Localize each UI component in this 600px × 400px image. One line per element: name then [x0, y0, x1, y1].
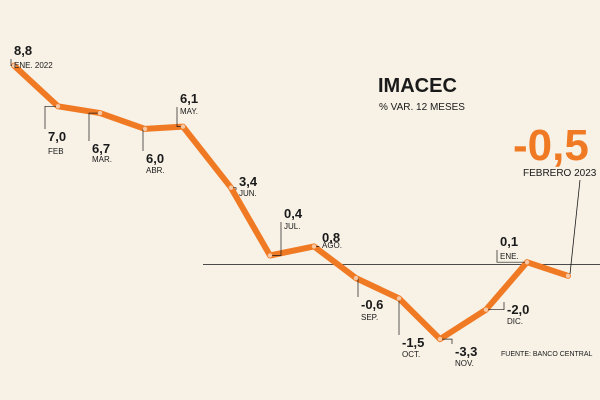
month-label: JUL. — [284, 222, 300, 231]
data-point — [437, 336, 443, 342]
data-value-label: 6,1 — [180, 91, 198, 106]
data-value-label: 6,0 — [146, 151, 164, 166]
highlight-date: FEBRERO 2023 — [523, 168, 597, 179]
label-leader — [88, 112, 100, 141]
label-leader — [44, 105, 58, 129]
highlight-leader — [569, 179, 581, 275]
month-label: ENE. — [500, 252, 519, 261]
data-point — [311, 244, 317, 249]
month-label: NOV. — [455, 359, 474, 368]
month-label: MAR. — [92, 155, 112, 164]
data-value-label: 8,8 — [14, 43, 32, 58]
chart-title: IMACEC — [378, 75, 457, 97]
label-leader — [440, 338, 453, 344]
data-point — [396, 296, 402, 301]
data-value-label: 0,1 — [500, 234, 518, 249]
highlight-value: -0,5 — [513, 121, 589, 170]
data-point — [11, 63, 17, 68]
data-value-label: -3,3 — [455, 344, 477, 359]
month-label: ENE. 2022 — [14, 61, 53, 70]
data-point — [55, 104, 61, 109]
data-value-label: 3,4 — [239, 174, 258, 189]
data-value-label: 6,7 — [92, 141, 110, 156]
data-point — [524, 260, 530, 265]
month-label: JUN. — [239, 189, 257, 198]
month-label: SEP. — [361, 313, 378, 322]
data-point — [353, 275, 359, 281]
month-label: ABR. — [146, 166, 165, 175]
label-leader — [270, 222, 282, 256]
label-leader — [496, 250, 527, 263]
chart-source: FUENTE: BANCO CENTRAL — [501, 351, 593, 358]
data-value-label: 7,0 — [48, 129, 66, 144]
data-point — [97, 110, 103, 116]
data-point — [267, 253, 273, 258]
month-label: FEB — [48, 147, 64, 156]
data-point — [180, 124, 186, 129]
month-label: DIC. — [507, 317, 523, 326]
data-point — [483, 307, 489, 312]
month-label: AGO. — [322, 241, 342, 250]
month-label: OCT. — [402, 350, 420, 359]
data-value-label: -1,5 — [402, 335, 424, 350]
data-point — [228, 185, 234, 190]
data-value-label: -0,6 — [361, 297, 383, 312]
data-point — [142, 126, 148, 132]
label-leader — [142, 128, 145, 151]
chart-subtitle: % VAR. 12 MESES — [379, 102, 465, 113]
data-value-label: 0,4 — [284, 206, 303, 221]
data-value-label: -2,0 — [507, 302, 529, 317]
month-label: MAY. — [180, 107, 198, 116]
series-line — [11, 62, 571, 343]
data-value-label: 0,8 — [322, 230, 340, 245]
data-point — [565, 273, 571, 278]
label-leader — [486, 302, 505, 311]
